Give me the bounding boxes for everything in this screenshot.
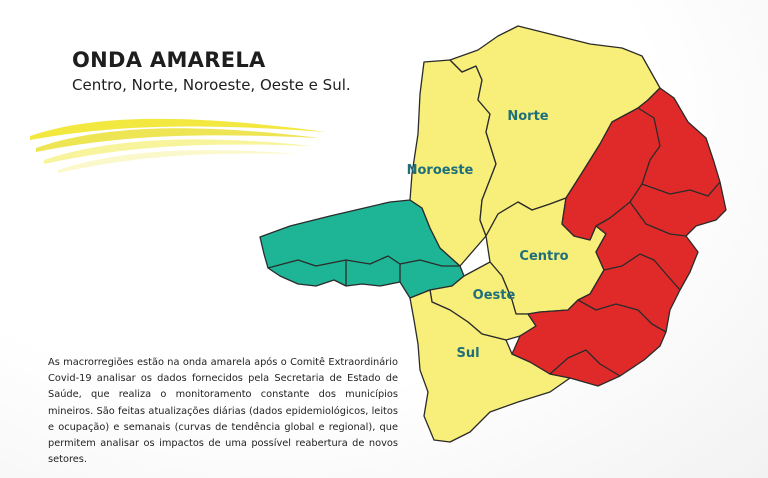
decorative-swoosh xyxy=(30,118,326,173)
label-sul: Sul xyxy=(456,346,479,361)
region-sul xyxy=(409,289,571,443)
page-title: ONDA AMARELA xyxy=(72,48,266,72)
label-centro: Centro xyxy=(519,249,568,264)
page-subtitle: Centro, Norte, Noroeste, Oeste e Sul. xyxy=(72,76,351,94)
label-norte: Norte xyxy=(507,109,548,124)
label-noroeste: Noroeste xyxy=(407,163,474,178)
label-oeste: Oeste xyxy=(473,288,516,303)
region-leste xyxy=(511,87,727,387)
description-paragraph: As macrorregiões estão na onda amarela a… xyxy=(48,357,398,466)
minas-gerais-map: Norte Noroeste Centro Oeste Sul xyxy=(259,25,727,443)
